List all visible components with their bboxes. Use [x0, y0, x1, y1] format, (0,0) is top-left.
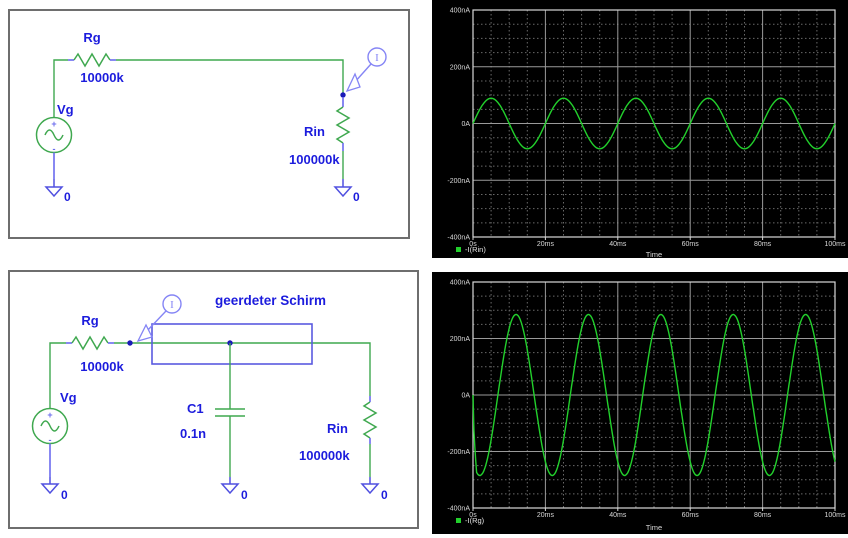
y-tick-label: 200nA [450, 64, 471, 71]
y-tick-label: 200nA [450, 336, 471, 343]
x-axis-title: Time [646, 523, 662, 532]
c1-name-label: C1 [187, 401, 204, 416]
y-tick-label: -200nA [447, 449, 470, 456]
plot-background [432, 0, 848, 258]
ground-load-label: 0 [353, 190, 360, 204]
x-tick-label: 0s [469, 512, 477, 519]
x-tick-label: 20ms [537, 241, 555, 248]
rg-value-label: 10000k [80, 70, 124, 85]
ground-symbol-source [44, 179, 64, 198]
legend-label: -I(Rin) [465, 245, 486, 254]
c1-value-label: 0.1n [180, 426, 206, 441]
wire-node-to-rin [114, 342, 371, 396]
rin-name-label: Rin [327, 421, 348, 436]
node-dot [340, 92, 346, 98]
x-tick-label: 80ms [754, 512, 772, 519]
sine-symbol-icon [44, 129, 64, 141]
probe-arrow-icon [136, 323, 153, 343]
rg-name-label: Rg [81, 313, 98, 328]
waveform-trace [472, 97, 836, 150]
grid-major [473, 282, 835, 508]
x-tick-label: 100ms [824, 512, 846, 519]
x-tick-label: 100ms [824, 241, 846, 248]
x-tick-label: 40ms [609, 512, 627, 519]
rg-name-label: Rg [83, 30, 100, 45]
plot-background [432, 272, 848, 534]
rin-name-label: Rin [304, 124, 325, 139]
capacitor-c1 [215, 408, 245, 417]
x-tick-label: 60ms [682, 512, 700, 519]
vg-label: Vg [60, 390, 77, 405]
node-dot-probe [127, 340, 133, 346]
resistor-rg [71, 335, 109, 351]
shield-box [151, 323, 313, 365]
shield-title: geerdeter Schirm [215, 293, 326, 308]
y-tick-label: 0A [461, 393, 470, 400]
probe-arrow-icon [345, 72, 361, 93]
source-minus-sign: - [53, 144, 56, 154]
ground-symbol-load [333, 179, 353, 198]
resistor-rg [73, 52, 111, 68]
x-axis-title: Time [646, 250, 662, 258]
legend-marker [456, 518, 461, 523]
wire-source-to-rg [53, 59, 68, 118]
legend-marker [456, 247, 461, 252]
source-plus-sign: + [47, 410, 52, 420]
x-tick-label: 60ms [682, 241, 700, 248]
source-plus-sign: + [51, 119, 56, 129]
probe-label: I [375, 52, 379, 64]
resistor-rin [335, 106, 351, 144]
wire-source-to-rg [49, 342, 66, 409]
x-tick-label: 80ms [754, 241, 772, 248]
ground-symbol-source [40, 477, 60, 495]
resistor-rin [362, 401, 378, 439]
schematic-panel-shield: geerdeter Schirm Rg 10000k I + - Vg [8, 270, 419, 529]
y-tick-label: -200nA [447, 178, 470, 185]
x-axis-ticks [472, 508, 836, 511]
ground-source-label: 0 [64, 190, 71, 204]
ground-source-label: 0 [61, 488, 68, 502]
y-tick-label: -400nA [447, 506, 470, 513]
source-minus-sign: - [49, 435, 52, 445]
x-tick-label: 0s [469, 241, 477, 248]
ground-symbol-load [360, 477, 380, 495]
rin-value-label: 100000k [289, 152, 340, 167]
x-axis-ticks [472, 237, 836, 240]
ground-symbol-cap [220, 477, 240, 495]
sine-symbol-icon [40, 420, 60, 432]
ground-cap-label: 0 [241, 488, 248, 502]
current-probe: I [345, 47, 387, 93]
vg-label: Vg [57, 102, 74, 117]
rg-value-label: 10000k [80, 359, 124, 374]
ground-load-label: 0 [381, 488, 388, 502]
waveform-trace [472, 313, 836, 477]
y-tick-label: -400nA [447, 235, 470, 242]
y-tick-label: 0A [461, 121, 470, 128]
rin-value-label: 100000k [299, 448, 350, 463]
wire-rg-to-node [116, 59, 344, 95]
current-probe: I [136, 294, 182, 343]
probe-label: I [170, 299, 174, 311]
y-tick-label: 400nA [450, 8, 471, 15]
schematic-panel-no-shield: Rg 10000k + - Vg 0 I Rin 100000k [8, 9, 410, 239]
y-tick-label: 400nA [450, 280, 471, 287]
legend-label: -I(Rg) [465, 516, 485, 525]
x-tick-label: 20ms [537, 512, 555, 519]
x-tick-label: 40ms [609, 241, 627, 248]
